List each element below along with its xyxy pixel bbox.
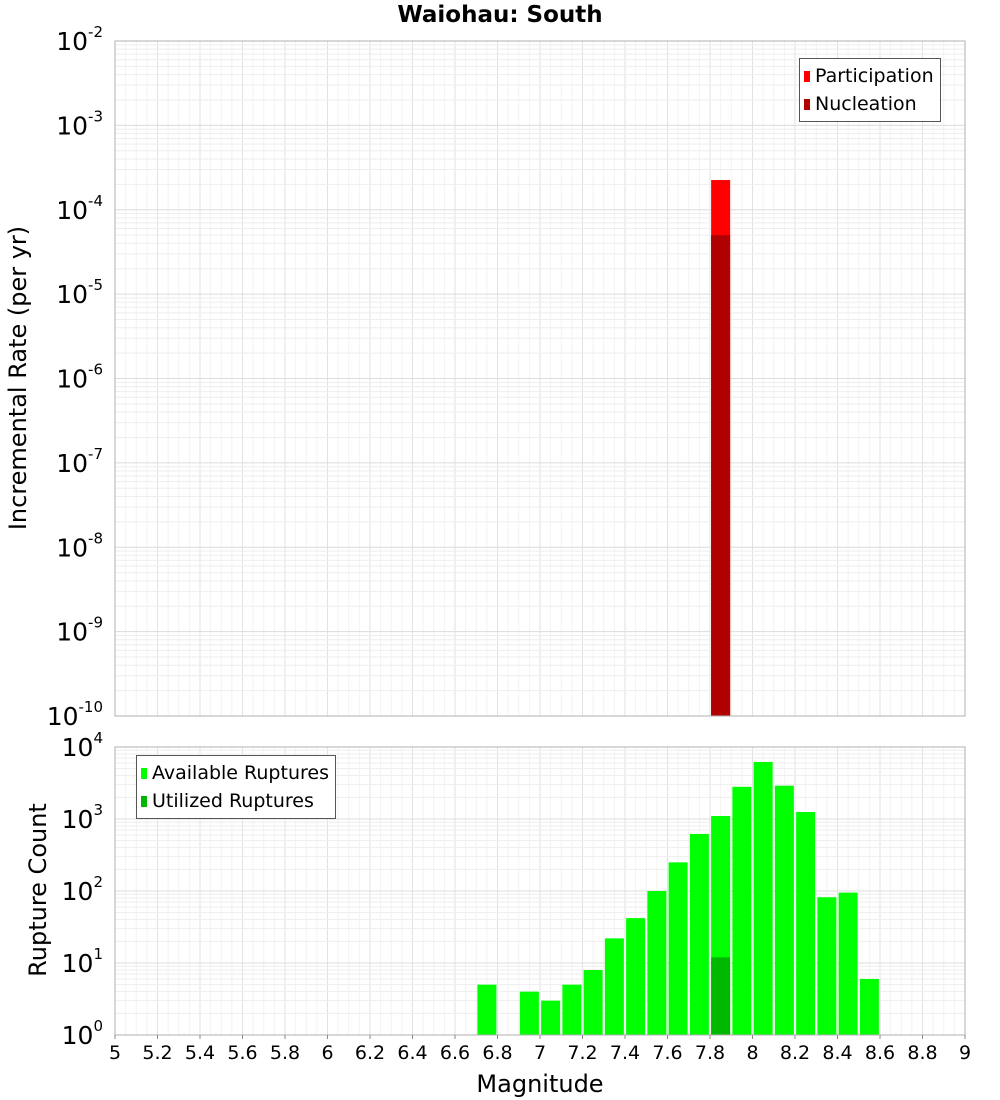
utilized-swatch xyxy=(141,795,147,807)
x-tick-label: 8.8 xyxy=(907,1042,937,1064)
legend-label-available: Available Ruptures xyxy=(152,762,329,784)
y-tick-label: 10-5 xyxy=(56,276,103,309)
x-tick-label: 7.6 xyxy=(652,1042,682,1064)
bar-available-ruptures xyxy=(541,1000,561,1035)
legend-label-nucleation: Nucleation xyxy=(815,93,917,115)
available-swatch xyxy=(141,767,147,779)
rate-plot: 10-10 10-9 10-8 10-7 10-6 10-5 10-4 10-3 10-2 xyxy=(47,23,966,731)
x-tick-label: 7 xyxy=(534,1042,546,1064)
bar-available-ruptures xyxy=(689,833,709,1035)
legend-item-available: Available Ruptures xyxy=(141,759,329,787)
y-tick-label: 104 xyxy=(62,729,103,762)
x-tick-label: 8.6 xyxy=(865,1042,895,1064)
y-tick-label: 10-9 xyxy=(56,614,103,647)
chart-title: Waiohau: South xyxy=(397,2,603,28)
legend-label-participation: Participation xyxy=(815,65,934,87)
x-tick-label: 6.4 xyxy=(397,1042,427,1064)
y-tick-label: 10-8 xyxy=(56,529,103,562)
y-tick-label: 103 xyxy=(62,801,103,834)
y-tick-label: 100 xyxy=(62,1017,103,1050)
y-tick-label: 10-10 xyxy=(47,698,103,731)
bar-available-ruptures xyxy=(732,786,752,1035)
bar-available-ruptures xyxy=(647,891,667,1035)
x-tick-label: 8 xyxy=(746,1042,758,1064)
plot-frame xyxy=(114,40,966,717)
y-tick-label: 10-2 xyxy=(56,23,103,56)
bar-available-ruptures xyxy=(562,984,582,1035)
participation-swatch xyxy=(804,70,810,82)
top-legend: Participation Nucleation xyxy=(799,58,941,122)
x-tick-label: 5.4 xyxy=(185,1042,215,1064)
x-tick-label: 7.4 xyxy=(610,1042,640,1064)
bar-available-ruptures xyxy=(817,897,837,1035)
x-tick-label: 6.8 xyxy=(482,1042,512,1064)
x-tick-label: 7.8 xyxy=(695,1042,725,1064)
bar-available-ruptures xyxy=(668,862,688,1035)
x-tick-label: 8.4 xyxy=(822,1042,852,1064)
legend-item-utilized: Utilized Ruptures xyxy=(141,787,329,815)
legend-item-nucleation: Nucleation xyxy=(804,90,934,118)
x-axis-label: Magnitude xyxy=(476,1070,604,1098)
y-tick-label: 101 xyxy=(62,945,103,978)
x-tick-label: 5 xyxy=(109,1042,121,1064)
bar-available-ruptures xyxy=(477,984,497,1035)
y-tick-label: 10-6 xyxy=(56,361,103,394)
x-tick-label: 8.2 xyxy=(780,1042,810,1064)
nucleation-swatch xyxy=(804,98,810,110)
bar-nucleation xyxy=(711,235,731,716)
legend-item-participation: Participation xyxy=(804,62,934,90)
bar-available-ruptures xyxy=(583,969,603,1035)
bar-available-ruptures xyxy=(519,991,539,1035)
bar-available-ruptures xyxy=(753,761,773,1035)
bar-available-ruptures xyxy=(838,892,858,1035)
bar-utilized-ruptures xyxy=(711,957,731,1035)
x-tick-label: 9 xyxy=(959,1042,971,1064)
top-y-axis-label: Incremental Rate (per yr) xyxy=(4,225,32,531)
x-tick-label: 6.6 xyxy=(440,1042,470,1064)
x-tick-label: 5.2 xyxy=(142,1042,172,1064)
x-tick-label: 7.2 xyxy=(567,1042,597,1064)
bar-available-ruptures xyxy=(774,785,794,1035)
x-tick-label: 5.8 xyxy=(270,1042,300,1064)
bottom-legend: Available Ruptures Utilized Ruptures xyxy=(136,755,336,819)
y-tick-label: 102 xyxy=(62,873,103,906)
bottom-y-axis-label: Rupture Count xyxy=(24,803,52,977)
x-tick-label: 6.2 xyxy=(355,1042,385,1064)
legend-label-utilized: Utilized Ruptures xyxy=(152,790,314,812)
bar-available-ruptures xyxy=(796,812,816,1035)
bar-available-ruptures xyxy=(604,938,624,1035)
bar-available-ruptures xyxy=(626,918,646,1035)
x-tick-label: 6 xyxy=(321,1042,333,1064)
y-tick-label: 10-4 xyxy=(56,192,103,225)
y-tick-label: 10-7 xyxy=(56,445,103,478)
y-tick-label: 10-3 xyxy=(56,107,103,140)
x-tick-label: 5.6 xyxy=(227,1042,257,1064)
bar-available-ruptures xyxy=(859,978,879,1035)
